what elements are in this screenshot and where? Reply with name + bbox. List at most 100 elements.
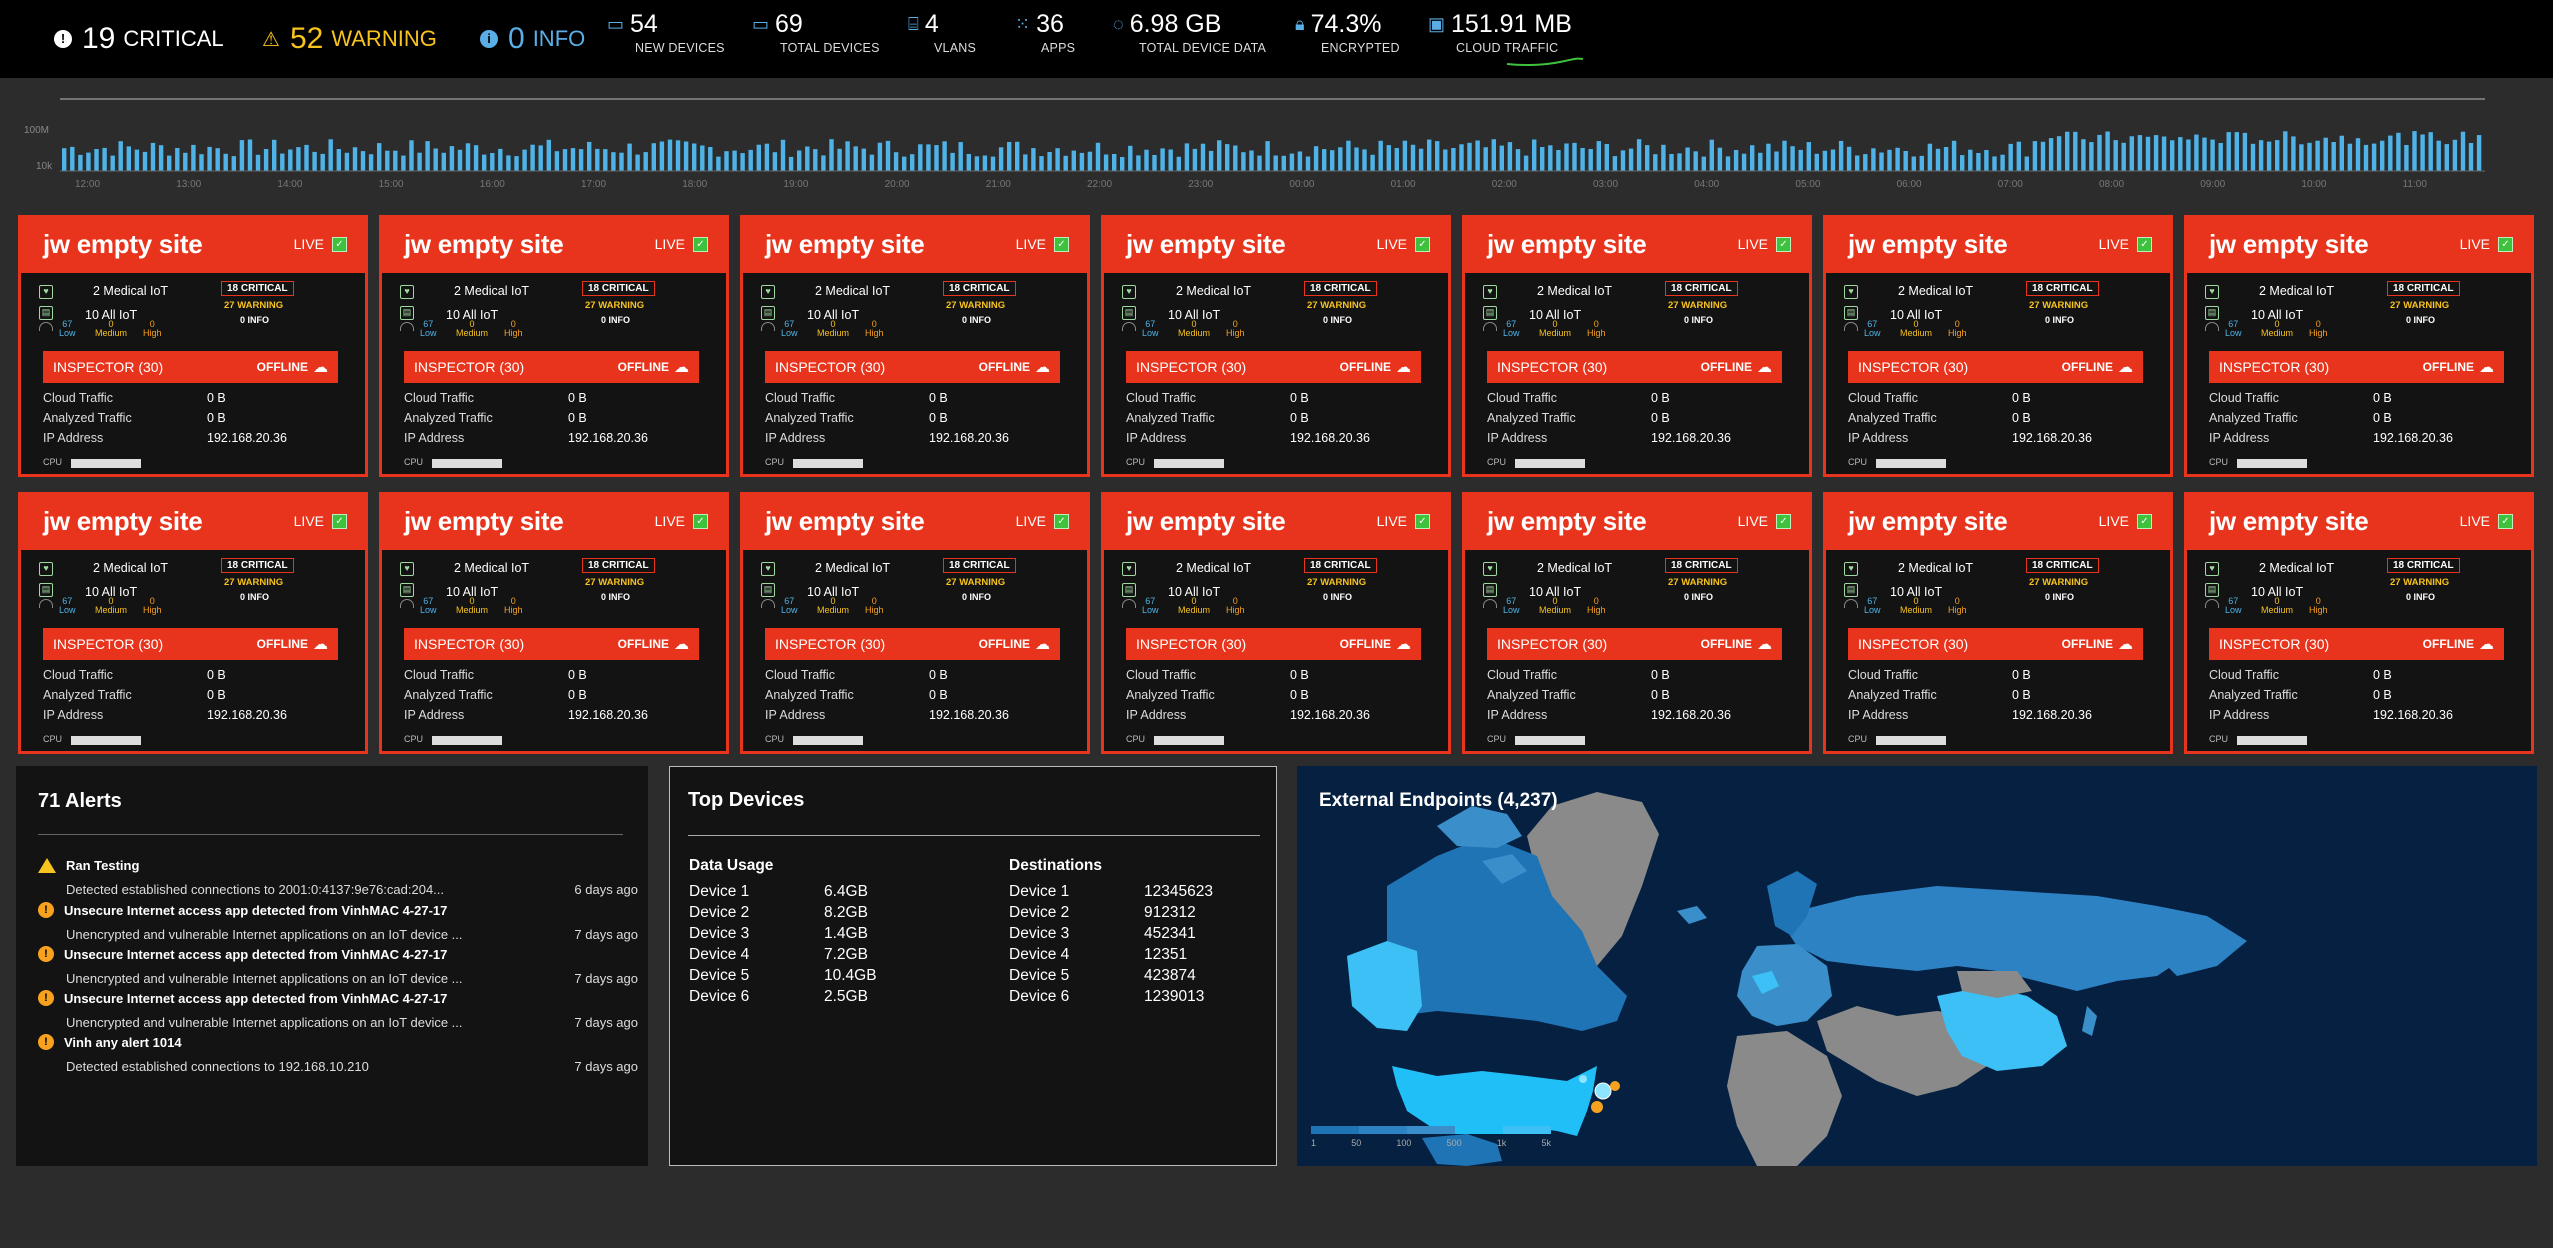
alert-item[interactable]: Ran Testing Detected established connect… <box>38 858 638 897</box>
info-count[interactable]: 0 INFO <box>1323 315 1353 325</box>
timeline-bar[interactable] <box>1984 150 1989 171</box>
critical-badge[interactable]: 18 CRITICAL <box>582 558 655 573</box>
timeline-bar[interactable] <box>2404 145 2409 171</box>
table-row[interactable]: Device 4 7.2GB <box>689 946 868 963</box>
critical-badge[interactable]: 18 CRITICAL <box>221 558 294 573</box>
table-row[interactable]: Device 5 423874 <box>1009 967 1196 984</box>
site-card[interactable]: jw empty site LIVE ✓ ♥ 2 Medical IoT ▤ 1… <box>379 492 729 754</box>
timeline-bar[interactable] <box>1782 140 1787 171</box>
timeline-bar[interactable] <box>62 148 67 171</box>
timeline-bar[interactable] <box>869 154 875 171</box>
timeline-bar[interactable] <box>2380 140 2385 171</box>
inspector-bar[interactable]: INSPECTOR (30) OFFLINE ☁ <box>765 628 1060 660</box>
timeline-bar[interactable] <box>1063 155 1068 171</box>
timeline-bar[interactable] <box>821 155 826 171</box>
timeline-bar[interactable] <box>1354 147 1359 172</box>
timeline-bar[interactable] <box>94 149 99 171</box>
timeline-bar[interactable] <box>619 152 624 171</box>
timeline-bar[interactable] <box>328 139 333 171</box>
inspector-bar[interactable]: INSPECTOR (30) OFFLINE ☁ <box>404 628 699 660</box>
timeline-bar[interactable] <box>1443 149 1448 172</box>
timeline-bar[interactable] <box>1257 155 1262 171</box>
timeline-bar[interactable] <box>2178 137 2183 171</box>
timeline-bar[interactable] <box>255 154 261 171</box>
timeline-bar[interactable] <box>498 148 503 171</box>
timeline-bar[interactable] <box>1362 149 1367 171</box>
site-card[interactable]: jw empty site LIVE ✓ ♥ 2 Medical IoT ▤ 1… <box>18 215 368 477</box>
timeline-bar[interactable] <box>1346 140 1351 171</box>
timeline-bar[interactable] <box>530 144 535 171</box>
timeline-bar[interactable] <box>2056 136 2062 171</box>
timeline-bar[interactable] <box>1830 149 1836 172</box>
timeline-bar[interactable] <box>433 148 438 172</box>
timeline-bar[interactable] <box>1491 139 1496 171</box>
timeline-bar[interactable] <box>1031 148 1036 171</box>
timeline-bar[interactable] <box>708 147 713 171</box>
table-row[interactable]: Device 2 8.2GB <box>689 904 868 921</box>
timeline-bar[interactable] <box>1007 142 1012 171</box>
timeline-bar[interactable] <box>2153 135 2159 171</box>
timeline-bar[interactable] <box>1596 141 1601 171</box>
timeline-bar[interactable] <box>1023 154 1028 171</box>
timeline-bar[interactable] <box>1968 149 1973 171</box>
timeline-bar[interactable] <box>263 149 269 171</box>
inspector-bar[interactable]: INSPECTOR (30) OFFLINE ☁ <box>1487 628 1782 660</box>
timeline-bar[interactable] <box>780 139 786 171</box>
timeline-bar[interactable] <box>482 154 487 171</box>
timeline-bar[interactable] <box>2299 144 2304 171</box>
timeline-bar[interactable] <box>1976 153 1981 171</box>
timeline-bar[interactable] <box>2412 131 2417 171</box>
timeline-bar[interactable] <box>506 155 511 171</box>
critical-badge[interactable]: 18 CRITICAL <box>1304 281 1377 296</box>
timeline-bar[interactable] <box>1564 143 1569 172</box>
timeline-bar[interactable] <box>1467 142 1472 171</box>
timeline-bar[interactable] <box>845 141 850 171</box>
timeline-bar[interactable] <box>1459 144 1464 171</box>
timeline-bar[interactable] <box>2000 154 2005 171</box>
info-count[interactable]: 0 INFO <box>1684 592 1714 602</box>
critical-summary[interactable]: ! 19 CRITICAL <box>54 22 224 56</box>
warning-count[interactable]: 27 WARNING <box>1307 577 1367 588</box>
critical-badge[interactable]: 18 CRITICAL <box>2387 558 2460 573</box>
timeline-bar[interactable] <box>885 140 891 171</box>
info-count[interactable]: 0 INFO <box>1323 592 1353 602</box>
timeline-bar[interactable] <box>2250 143 2256 171</box>
timeline-bar[interactable] <box>312 151 317 171</box>
timeline-bar[interactable] <box>1394 148 1399 171</box>
info-summary[interactable]: i 0 INFO <box>480 22 585 56</box>
timeline-bar[interactable] <box>1548 145 1553 171</box>
site-card[interactable]: jw empty site LIVE ✓ ♥ 2 Medical IoT ▤ 1… <box>1823 492 2173 754</box>
timeline-bar[interactable] <box>401 155 406 171</box>
timeline-bar[interactable] <box>990 156 996 171</box>
timeline-bar[interactable] <box>1741 153 1747 171</box>
stat-new-devices[interactable]: ▭ 54 NEW DEVICES <box>607 10 725 55</box>
timeline-bar[interactable] <box>1281 155 1286 171</box>
timeline-bar[interactable] <box>974 156 980 171</box>
timeline-bar[interactable] <box>764 143 770 171</box>
timeline-bar[interactable] <box>1160 148 1165 171</box>
timeline-bar[interactable] <box>1572 142 1577 171</box>
timeline-bar[interactable] <box>2444 144 2449 171</box>
timeline-bar[interactable] <box>1305 156 1311 172</box>
timeline-bar[interactable] <box>2129 136 2134 171</box>
timeline-bar[interactable] <box>966 154 971 171</box>
timeline-bar[interactable] <box>603 149 608 171</box>
timeline-bar[interactable] <box>635 154 640 171</box>
timeline-bar[interactable] <box>2065 131 2070 171</box>
timeline-bar[interactable] <box>110 155 115 171</box>
critical-badge[interactable]: 18 CRITICAL <box>582 281 655 296</box>
timeline-bar[interactable] <box>142 151 148 171</box>
timeline-bar[interactable] <box>2468 143 2474 171</box>
timeline-bar[interactable] <box>2161 136 2167 172</box>
timeline-bar[interactable] <box>1604 144 1609 171</box>
timeline-bar[interactable] <box>1855 155 1860 172</box>
timeline-bar[interactable] <box>1725 156 1731 171</box>
timeline-bar[interactable] <box>1402 140 1408 171</box>
timeline-bar[interactable] <box>1766 143 1771 171</box>
timeline-bar[interactable] <box>360 151 366 171</box>
timeline-bar[interactable] <box>659 141 665 172</box>
info-count[interactable]: 0 INFO <box>962 592 992 602</box>
timeline-bar[interactable] <box>2073 131 2078 171</box>
timeline-bar[interactable] <box>78 154 83 171</box>
timeline-bar[interactable] <box>772 152 778 171</box>
